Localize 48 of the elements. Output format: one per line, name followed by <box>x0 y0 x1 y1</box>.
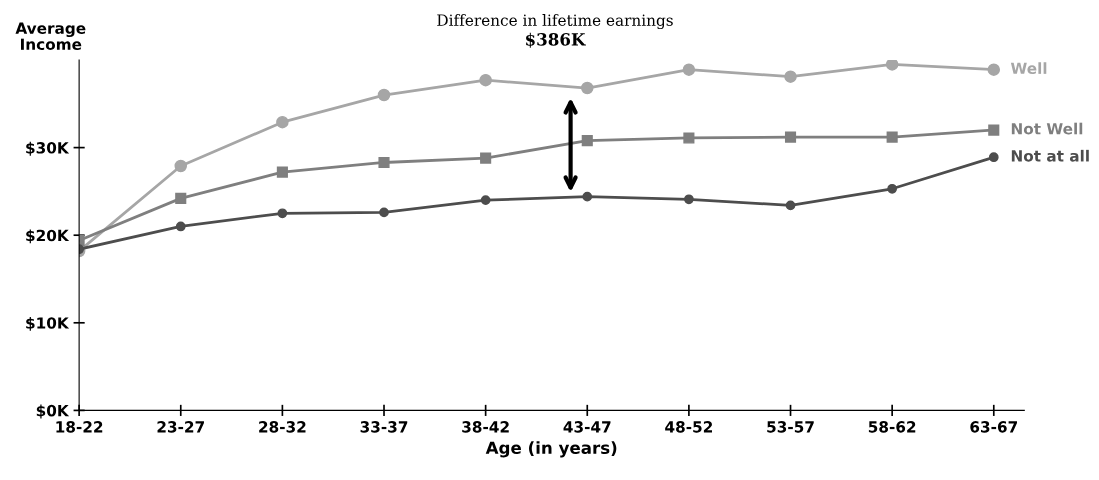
point <box>682 63 696 76</box>
text: $386K <box>526 32 586 48</box>
x-tick-label: 18-22 <box>56 421 103 433</box>
point <box>785 200 796 211</box>
y-tick-label: $10K <box>26 317 70 331</box>
point <box>277 208 288 219</box>
point <box>581 81 594 95</box>
point <box>480 195 491 206</box>
point <box>683 132 695 144</box>
y-tick-label: $30K <box>26 141 70 156</box>
x-tick-label: 23-27 <box>157 421 204 433</box>
point <box>378 156 390 169</box>
point <box>276 166 288 178</box>
x-axis-title: Age (in years) <box>485 441 617 458</box>
point <box>479 73 492 87</box>
point <box>988 124 1000 136</box>
series-label: Not Well <box>1011 122 1083 135</box>
point <box>175 192 187 204</box>
x-tick-label: 43-47 <box>563 421 611 433</box>
x-tick-label: 38-42 <box>462 421 509 433</box>
x-tick-label: 33-37 <box>360 421 408 433</box>
point <box>377 88 391 102</box>
point <box>480 152 492 164</box>
y-tick-label: $20K <box>26 229 70 244</box>
point <box>379 207 389 218</box>
point <box>784 70 797 83</box>
x-tick-label: 28-32 <box>259 421 306 433</box>
point <box>886 131 898 143</box>
y-axis-title: Average Income <box>15 22 86 51</box>
point <box>887 183 898 194</box>
point <box>684 194 694 205</box>
point <box>582 191 593 202</box>
x-tick-label: 58-62 <box>868 421 916 433</box>
point <box>174 159 188 173</box>
point <box>988 152 999 163</box>
x-tick-label: 53-57 <box>767 421 814 433</box>
point <box>987 63 1001 76</box>
point <box>581 135 593 147</box>
series-label: Well <box>1010 62 1047 75</box>
x-tick-label: 63-67 <box>970 421 1017 433</box>
series-label: Not at all <box>1011 149 1089 162</box>
point <box>175 221 186 232</box>
point <box>276 115 289 129</box>
point <box>885 60 899 71</box>
x-tick-label: 48-52 <box>665 421 712 433</box>
y-tick-label: $0K <box>36 404 70 419</box>
point <box>784 131 797 143</box>
text: Difference in lifetime earnings <box>437 14 673 30</box>
